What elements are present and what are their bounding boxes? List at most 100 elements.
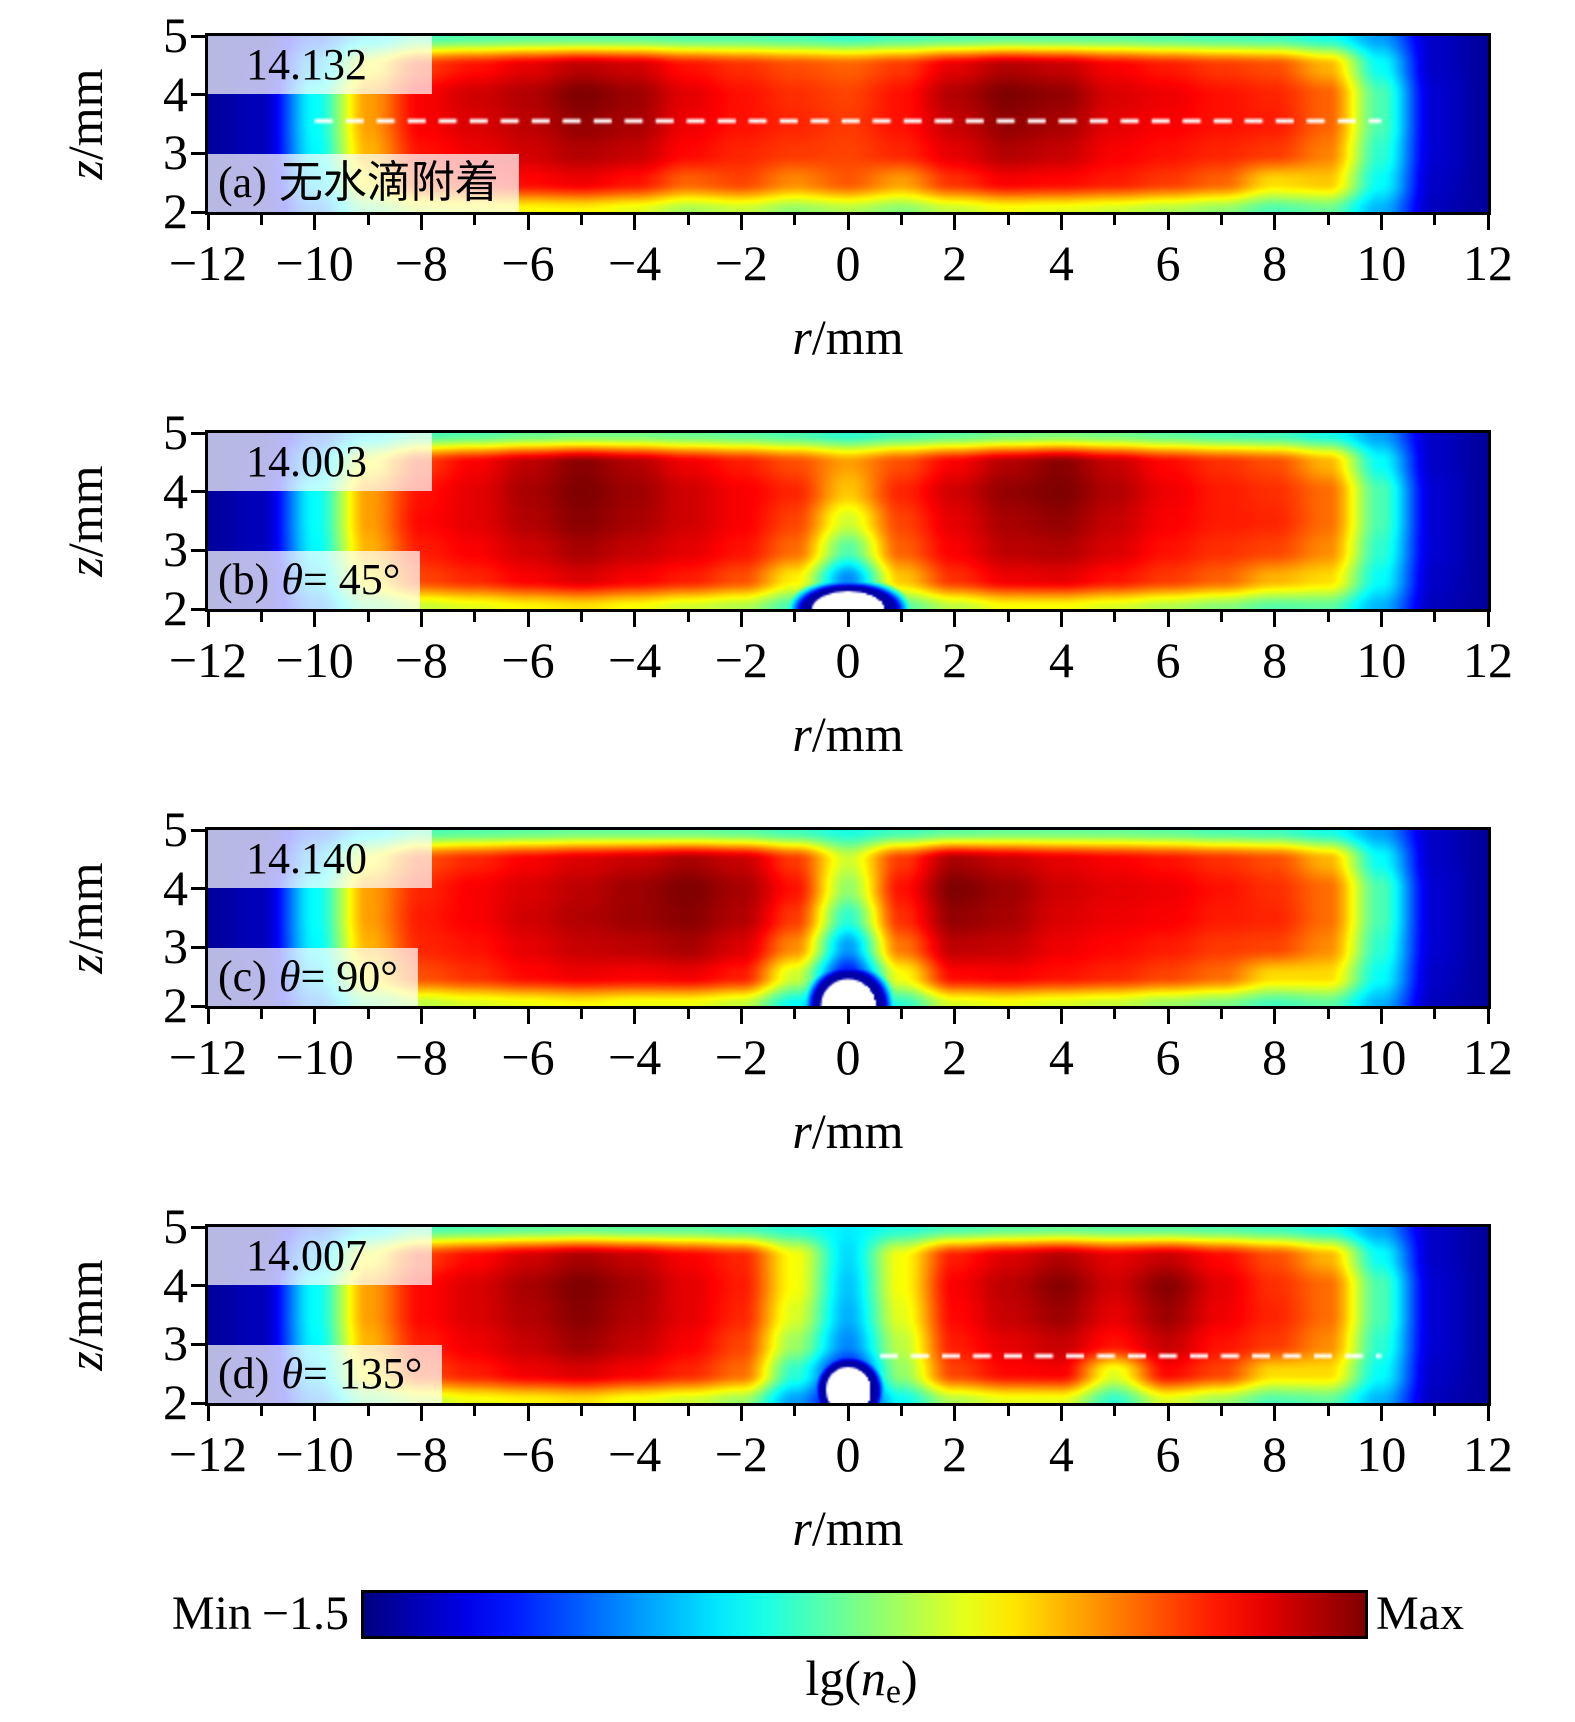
y-tick-mark xyxy=(191,93,205,97)
x-major-tick-mark xyxy=(739,1009,743,1024)
x-minor-tick-mark xyxy=(686,1406,690,1416)
x-minor-tick-mark xyxy=(1326,215,1330,225)
x-minor-tick-mark xyxy=(1113,215,1117,225)
x-minor-tick-mark xyxy=(366,1406,370,1416)
x-tick-label: −4 xyxy=(608,632,662,688)
x-tick-label: 2 xyxy=(942,1029,968,1085)
x-axis-unit: /mm xyxy=(811,1103,904,1159)
y-axis-title: z/mm xyxy=(56,68,114,179)
x-major-tick-mark xyxy=(526,1009,530,1024)
x-major-tick-mark xyxy=(526,215,530,230)
y-axis-title: z/mm xyxy=(56,1259,114,1370)
y-axis-symbol: z xyxy=(57,160,113,180)
y-tick-label: 3 xyxy=(163,124,188,181)
x-tick-label: 12 xyxy=(1463,1029,1513,1085)
panel-c: z/mm 14.140 (c) θ = 90° r/mm 5 4 3 2 −12 −10 −8… xyxy=(0,804,1575,1159)
x-minor-tick-mark xyxy=(579,1406,583,1416)
y-tick-mark xyxy=(191,490,205,494)
x-major-tick-mark xyxy=(739,1406,743,1421)
x-axis-unit: /mm xyxy=(811,706,904,762)
x-minor-tick-mark xyxy=(1006,215,1010,225)
x-tick-label: 12 xyxy=(1463,632,1513,688)
x-tick-label: −2 xyxy=(714,1426,768,1482)
x-tick-label: 6 xyxy=(1155,1029,1181,1085)
annotation-box: 14.007 xyxy=(208,1227,432,1285)
x-major-tick-mark xyxy=(419,1009,423,1024)
x-minor-tick-mark xyxy=(899,612,903,622)
y-tick-mark xyxy=(191,210,205,214)
colorbar-max-label: Max xyxy=(1376,1586,1464,1642)
panel-label-text: = 135° xyxy=(302,1349,423,1398)
x-minor-tick-mark xyxy=(1113,1009,1117,1019)
x-tick-label: −8 xyxy=(394,1029,448,1085)
annotation-box: 14.140 xyxy=(208,830,432,888)
x-major-tick-mark xyxy=(313,612,317,627)
y-axis-title: z/mm xyxy=(56,465,114,576)
x-major-tick-mark xyxy=(1486,1009,1490,1024)
theta-symbol: θ xyxy=(281,1349,303,1398)
max-text: Max xyxy=(1376,1587,1464,1640)
x-major-tick-mark xyxy=(419,612,423,627)
x-major-tick-mark xyxy=(1486,1406,1490,1421)
panel-tag: (d) xyxy=(218,1349,270,1398)
x-minor-tick-mark xyxy=(1006,1406,1010,1416)
x-axis-symbol: r xyxy=(792,1103,812,1159)
y-axis-symbol: z xyxy=(57,1351,113,1371)
x-minor-tick-mark xyxy=(473,1009,477,1019)
x-axis-title: r/mm xyxy=(208,1499,1488,1557)
theta-symbol: θ xyxy=(281,555,303,604)
x-tick-label: 4 xyxy=(1048,1426,1074,1482)
x-minor-tick-mark xyxy=(366,1009,370,1019)
x-minor-tick-mark xyxy=(1006,612,1010,622)
colorbar-row: Min −1.5 Max xyxy=(0,1586,1575,1642)
n-symbol: n xyxy=(860,1650,886,1706)
x-major-tick-mark xyxy=(1273,1009,1277,1024)
annotation-value: 14.003 xyxy=(246,437,367,486)
x-tick-label: −10 xyxy=(275,235,354,291)
x-major-tick-mark xyxy=(633,1406,637,1421)
x-tick-label: −12 xyxy=(168,1426,248,1482)
y-tick-mark xyxy=(191,607,205,611)
y-tick-label: 3 xyxy=(163,521,188,578)
x-tick-label: 10 xyxy=(1356,1029,1407,1085)
x-minor-tick-mark xyxy=(473,612,477,622)
x-major-tick-mark xyxy=(846,612,850,627)
x-tick-label: −2 xyxy=(714,235,768,291)
panel-tag: (a) xyxy=(218,158,267,207)
panel-tag: (c) xyxy=(218,952,267,1001)
x-tick-label: 0 xyxy=(835,1426,861,1482)
x-major-tick-mark xyxy=(846,215,850,230)
x-minor-tick-mark xyxy=(899,1406,903,1416)
x-major-tick-mark xyxy=(1059,1406,1063,1421)
x-tick-label: 10 xyxy=(1356,632,1407,688)
x-minor-tick-mark xyxy=(579,612,583,622)
x-major-tick-mark xyxy=(953,1406,957,1421)
x-major-tick-mark xyxy=(313,1009,317,1024)
x-major-tick-mark xyxy=(1059,612,1063,627)
x-minor-tick-mark xyxy=(1433,215,1437,225)
y-tick-mark xyxy=(191,1284,205,1288)
x-major-tick-mark xyxy=(739,215,743,230)
x-minor-tick-mark xyxy=(473,1406,477,1416)
x-minor-tick-mark xyxy=(686,612,690,622)
y-axis-unit: /mm xyxy=(57,1259,113,1352)
panel-b: z/mm 14.003 (b) θ = 45° r/mm 5 4 3 2 −12 −10 −8… xyxy=(0,407,1575,762)
x-major-tick-mark xyxy=(1486,215,1490,230)
x-major-tick-mark xyxy=(1166,1406,1170,1421)
panel-d: z/mm 14.007 (d) θ = 135° r/mm 5 4 3 2 −12 −10−… xyxy=(0,1201,1575,1556)
x-minor-tick-mark xyxy=(793,612,797,622)
x-tick-label: 0 xyxy=(835,632,861,688)
y-tick-label: 5 xyxy=(163,404,188,460)
x-major-tick-mark xyxy=(953,612,957,627)
annotation-box: 14.003 xyxy=(208,433,432,491)
y-tick-mark xyxy=(191,1342,205,1346)
x-minor-tick-mark xyxy=(1219,1406,1223,1416)
x-tick-label: 8 xyxy=(1262,1426,1288,1482)
x-tick-label: −10 xyxy=(275,632,354,688)
x-major-tick-mark xyxy=(313,1406,317,1421)
x-major-tick-mark xyxy=(1059,215,1063,230)
y-tick-label: 4 xyxy=(163,65,188,122)
x-major-tick-mark xyxy=(419,215,423,230)
panel-label-text: = 90° xyxy=(300,952,398,1001)
